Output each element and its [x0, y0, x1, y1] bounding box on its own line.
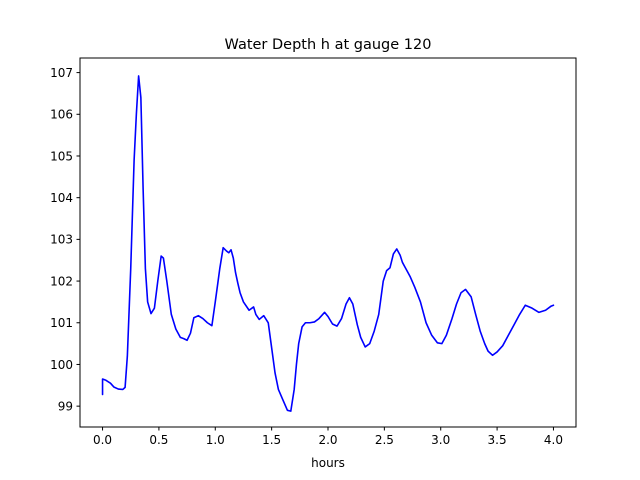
- y-tick-label: 102: [50, 274, 73, 288]
- x-tick-label: 2.0: [318, 433, 337, 447]
- x-tick-label: 4.0: [544, 433, 563, 447]
- series-layer: [101, 75, 555, 412]
- plot-background: [80, 58, 576, 427]
- series-line-0: [101, 75, 555, 412]
- x-tick-label: 1.0: [206, 433, 225, 447]
- y-tick-label: 106: [50, 108, 73, 122]
- x-tick-label: 0.5: [149, 433, 168, 447]
- chart-title: Water Depth h at gauge 120: [225, 37, 432, 53]
- y-tick-label: 101: [50, 316, 73, 330]
- axes-layer: 0.0 0.5 1.0 1.5 2.0 2.5 3.0 3.5 4.0 99 100 101 102 10…: [50, 57, 577, 447]
- y-tick-label: 99: [58, 399, 73, 413]
- x-tick-label: 1.5: [262, 433, 281, 447]
- x-tick-label: 3.0: [431, 433, 450, 447]
- y-tick-label: 107: [50, 66, 73, 80]
- x-tick-label: 0.0: [93, 433, 112, 447]
- y-tick-label: 104: [50, 191, 73, 205]
- plot-area: [80, 58, 576, 427]
- x-tick-label: 3.5: [488, 433, 507, 447]
- x-tick-label: 2.5: [375, 433, 394, 447]
- y-tick-label: 105: [50, 149, 73, 163]
- y-tick-label: 100: [50, 358, 73, 372]
- x-axis-label: hours: [311, 456, 345, 470]
- y-tick-label: 103: [50, 233, 73, 247]
